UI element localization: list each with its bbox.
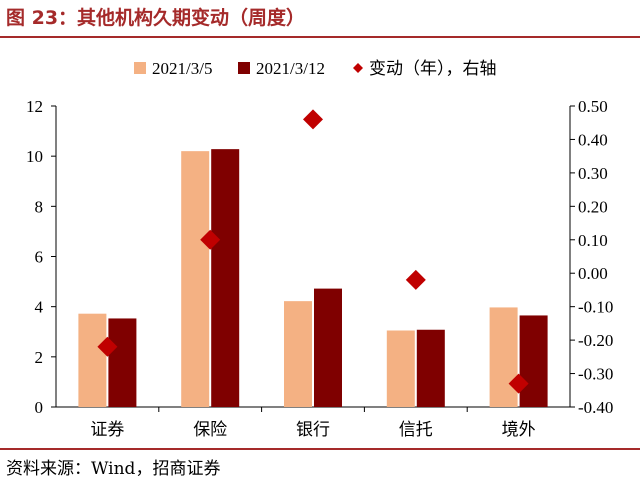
legend-label: 2021/3/5 xyxy=(152,59,212,78)
y-tick-label-right: -0.20 xyxy=(578,331,613,350)
x-tick-label: 境外 xyxy=(502,420,536,439)
title-divider xyxy=(0,36,640,38)
diamond-marker xyxy=(200,229,221,250)
y-tick-label-right: -0.40 xyxy=(578,398,613,417)
source-divider xyxy=(0,448,640,450)
y-tick-label-right: 0.00 xyxy=(578,264,608,283)
diamond-marker xyxy=(97,336,118,357)
diamond-marker xyxy=(303,109,323,130)
bar xyxy=(314,288,342,407)
diamond-marker xyxy=(508,373,529,394)
x-tick-label: 证券 xyxy=(90,420,124,439)
legend-swatch xyxy=(238,62,250,74)
y-tick-label-left: 12 xyxy=(26,97,43,116)
bar xyxy=(519,315,548,407)
figure-title: 图 23：其他机构久期变动（周度） xyxy=(6,7,306,29)
bar xyxy=(181,151,210,407)
y-tick-label-right: 0.50 xyxy=(578,97,608,116)
bar xyxy=(416,329,445,407)
y-tick-label-right: 0.10 xyxy=(578,231,608,250)
legend-swatch xyxy=(134,62,146,74)
bar-chart: 0 2 4 6 8 10 12 -0.40 -0.30 -0.20 -0.10 0.00 0.10 0.2… xyxy=(26,59,613,439)
bar xyxy=(211,149,240,407)
x-tick-label: 保险 xyxy=(193,420,227,439)
y-tick-label-right: 0.20 xyxy=(578,197,608,216)
y-tick-label-right: -0.10 xyxy=(578,298,613,317)
bar xyxy=(108,318,137,407)
x-tick-label: 信托 xyxy=(399,420,433,439)
figure-source: 资料来源：Wind，招商证券 xyxy=(6,459,221,479)
bar xyxy=(78,313,107,407)
y-tick-label-right: 0.30 xyxy=(578,164,608,183)
bar xyxy=(489,307,518,407)
y-tick-label-left: 10 xyxy=(26,147,43,166)
y-tick-label-right: 0.40 xyxy=(578,130,608,149)
legend-label: 变动（年），右轴 xyxy=(369,59,497,78)
diamond-marker xyxy=(405,269,426,290)
y-tick-label-left: 0 xyxy=(35,398,44,417)
bar xyxy=(284,301,312,407)
bar xyxy=(386,330,415,407)
x-tick-label: 银行 xyxy=(296,420,330,439)
y-tick-label-left: 4 xyxy=(35,298,44,317)
y-tick-label-left: 8 xyxy=(35,197,44,216)
legend-marker xyxy=(353,63,363,73)
y-tick-label-left: 2 xyxy=(35,348,44,367)
y-tick-label-right: -0.30 xyxy=(578,365,613,384)
y-tick-label-left: 6 xyxy=(35,248,44,267)
legend-label: 2021/3/12 xyxy=(256,59,325,78)
